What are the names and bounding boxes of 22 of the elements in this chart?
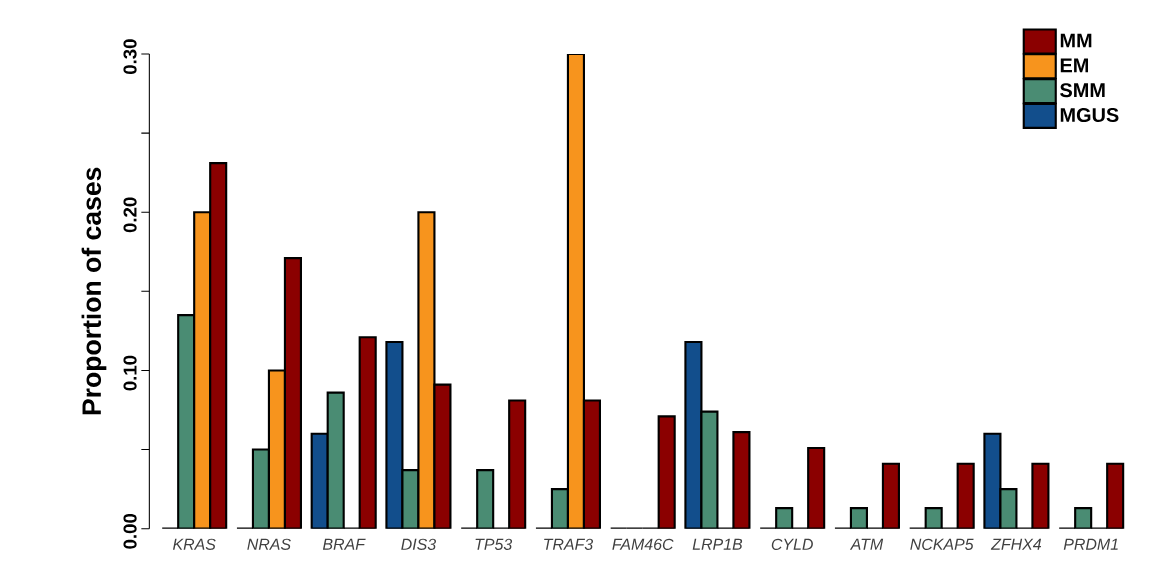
x-tick-label: FAM46C	[612, 538, 674, 550]
y-tick-label: 0.20	[123, 197, 137, 233]
x-tick-label: TP53	[475, 538, 513, 550]
legend-label: SMM	[1060, 83, 1105, 98]
x-tick-label: DIS3	[401, 538, 437, 550]
x-tick-label: KRAS	[172, 538, 216, 550]
x-tick-label: NCKAP5	[910, 538, 974, 550]
y-tick-label: 0.30	[123, 39, 137, 75]
x-tick-label: ATM	[849, 538, 884, 550]
x-tick-label: BRAF	[322, 538, 366, 550]
legend-label: MM	[1060, 33, 1092, 48]
y-tick-label: 0.00	[123, 514, 137, 549]
legend-label: MGUS	[1060, 107, 1119, 123]
x-tick-label: CYLD	[771, 538, 813, 550]
x-tick-label: PRDM1	[1063, 538, 1118, 550]
x-tick-label: LRP1B	[692, 538, 743, 550]
x-tick-label: NRAS	[247, 538, 291, 550]
y-axis-title: Proportion of cases	[81, 167, 107, 415]
x-tick-label: TRAF3	[544, 538, 594, 550]
y-tick-label: 0.10	[123, 355, 137, 391]
x-tick-label: ZFHX4	[990, 538, 1042, 550]
legend-label: EM	[1060, 58, 1089, 73]
